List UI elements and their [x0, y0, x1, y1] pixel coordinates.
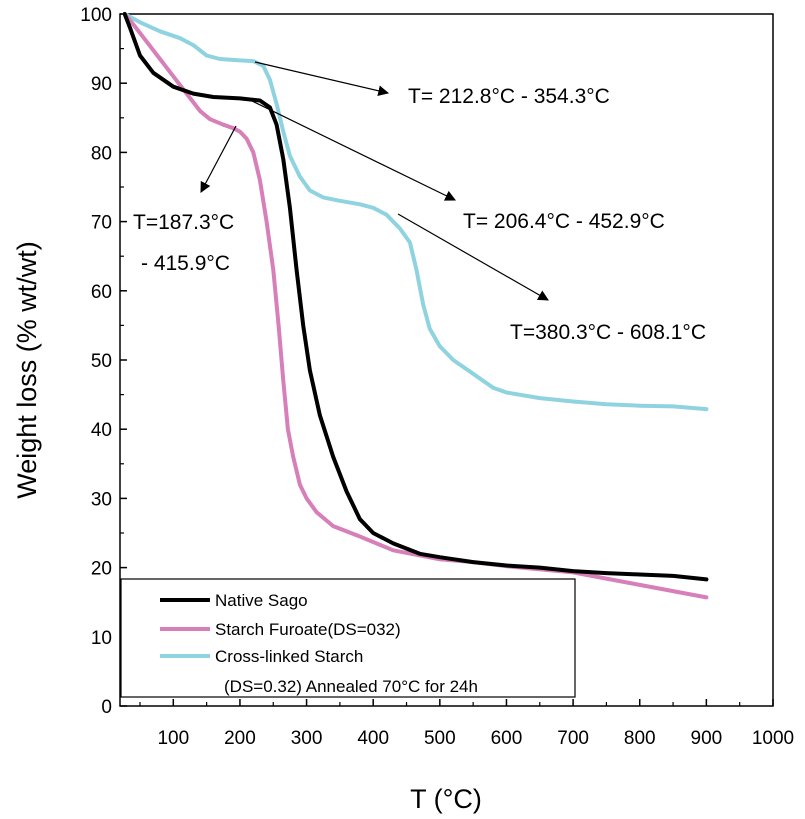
annotations: T= 212.8°C - 354.3°C T= 206.4°C - 452.9°…	[133, 85, 706, 344]
y-tick-label: 90	[91, 74, 112, 95]
axis-tick-labels: 0 10 20 30 40 50 60 70 80 90 100 100 200 300 400 500 600…	[80, 5, 794, 749]
legend-label-crosslinked-starch: Cross-linked Starch	[215, 647, 363, 666]
y-tick-label: 30	[91, 489, 112, 510]
y-tick-label: 60	[91, 282, 112, 303]
x-tick-label: 1000	[752, 728, 794, 749]
y-tick-label: 20	[91, 559, 112, 580]
annotation-furoate-range-line2: - 415.9°C	[141, 252, 230, 275]
x-tick-label: 600	[491, 728, 523, 749]
y-tick-label: 80	[91, 143, 112, 164]
annotation-native-range: T= 206.4°C - 452.9°C	[463, 210, 665, 233]
y-tick-label: 40	[91, 420, 112, 441]
x-tick-label: 500	[424, 728, 456, 749]
legend-label-crosslinked-extra: (DS=0.32) Annealed 70°C for 24h	[224, 677, 478, 696]
y-axis-title: Weight loss (% wt/wt)	[12, 241, 42, 499]
y-tick-label: 100	[80, 5, 112, 26]
series-line-native-sago	[122, 12, 709, 582]
legend-label-native-sago: Native Sago	[215, 591, 308, 610]
x-axis-title: T (°C)	[410, 784, 482, 814]
y-tick-label: 0	[101, 697, 112, 718]
x-tick-label: 700	[557, 728, 589, 749]
x-tick-label: 400	[357, 728, 389, 749]
y-tick-label: 10	[91, 628, 112, 649]
arrow-native-step	[251, 100, 456, 201]
annotation-crosslinked-range-1: T= 212.8°C - 354.3°C	[408, 85, 610, 108]
arrow-crosslinked-first-step	[254, 61, 390, 97]
y-tick-label: 50	[91, 351, 112, 372]
annotation-crosslinked-range-2: T=380.3°C - 608.1°C	[510, 321, 706, 344]
legend: Native Sago Starch Furoate(DS=032) Cross…	[120, 578, 576, 698]
annotation-arrows	[200, 61, 549, 301]
x-tick-label: 300	[291, 728, 323, 749]
arrow-furoate-step	[200, 125, 237, 193]
x-tick-label: 900	[691, 728, 723, 749]
series-line-crosslinked-starch	[122, 12, 709, 412]
annotation-furoate-range-line1: T=187.3°C	[133, 211, 234, 234]
y-tick-label: 70	[91, 213, 112, 234]
x-tick-label: 200	[224, 728, 256, 749]
arrow-crosslinked-second-step	[397, 213, 549, 301]
legend-label-starch-furoate: Starch Furoate(DS=032)	[215, 620, 401, 639]
x-tick-label: 100	[157, 728, 189, 749]
x-tick-label: 800	[624, 728, 656, 749]
series-lines	[122, 12, 709, 600]
